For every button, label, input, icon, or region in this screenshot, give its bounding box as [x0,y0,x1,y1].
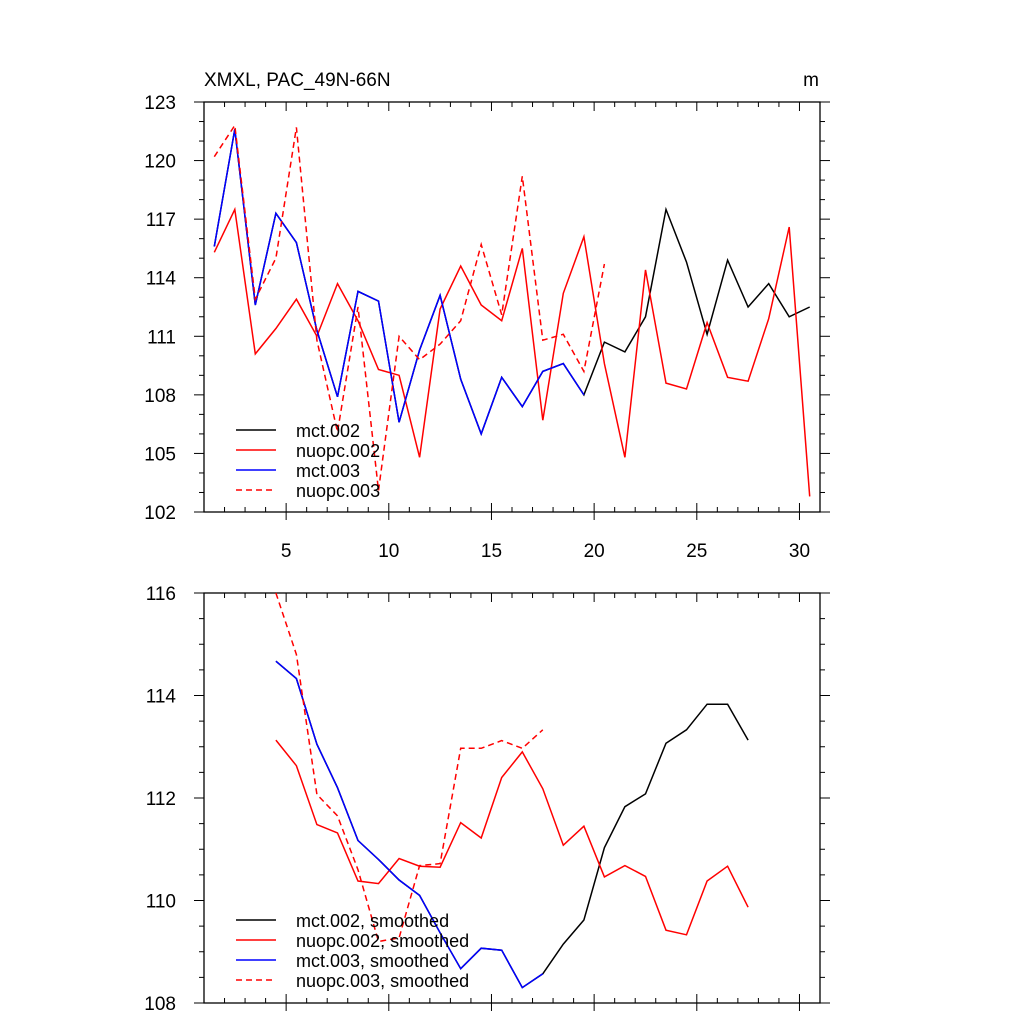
y-tick-label: 110 [146,892,176,913]
top-panel-chart: XMXL, PAC_49N-66N m 5 10 15 20 25 30 102 105 108… [144,70,830,562]
legend-label: nuopc.002, smoothed [296,931,469,951]
legend-label: nuopc.002 [296,441,380,461]
y-tick-label: 123 [144,93,176,114]
series-line-nuopc-003-smoothed [275,592,544,943]
legend-label: nuopc.003 [296,481,380,501]
y-tick-label: 117 [146,210,176,231]
units-label: m [803,70,819,91]
y-tick-label: 102 [144,503,176,524]
y-tick-label: 108 [144,386,176,407]
x-tick-label: 30 [789,541,810,562]
x-tick-label: 5 [281,541,292,562]
x-tick-label: 10 [378,541,399,562]
legend-label: mct.003 [296,461,360,481]
series-line-mct-003-smoothed [275,660,544,989]
legend-label: mct.002 [296,421,360,441]
series-line-nuopc-002-smoothed [275,739,749,936]
y-tick-label: 112 [146,789,176,810]
legend-label: mct.002, smoothed [296,911,449,931]
x-tick-label: 20 [584,541,605,562]
y-tick-label: 105 [144,444,176,465]
chart-title: XMXL, PAC_49N-66N [204,70,391,91]
series-line-nuopc-003 [213,123,606,491]
y-tick-label: 114 [146,687,177,708]
y-tick-label: 114 [146,269,177,290]
y-tick-label: 111 [147,327,176,348]
series-line-mct-002 [213,129,811,437]
y-tick-label: 108 [144,994,176,1015]
series-line-mct-003 [213,129,585,437]
x-tick-label: 15 [481,541,502,562]
y-tick-label: 116 [146,584,176,605]
y-tick-label: 120 [144,152,176,173]
legend-label: nuopc.003, smoothed [296,971,469,991]
series-line-nuopc-002 [213,206,811,497]
legend-label: mct.003, smoothed [296,951,449,971]
x-tick-label: 25 [686,541,707,562]
